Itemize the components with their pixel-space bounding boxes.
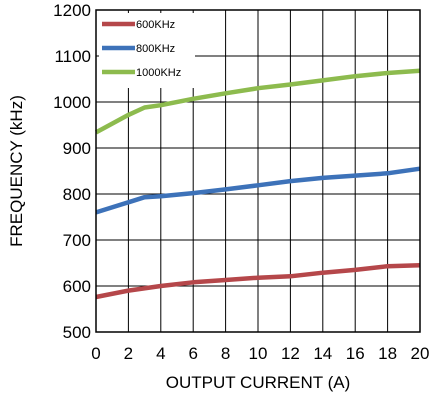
y-tick-label: 500 <box>63 323 91 342</box>
x-tick-label: 14 <box>313 344 332 363</box>
x-tick-label: 10 <box>249 344 268 363</box>
y-tick-label: 700 <box>63 231 91 250</box>
y-tick-label: 900 <box>63 139 91 158</box>
x-tick-label: 20 <box>411 344 430 363</box>
x-tick-label: 4 <box>156 344 165 363</box>
legend-label: 800KHz <box>136 43 175 55</box>
x-tick-label: 18 <box>378 344 397 363</box>
x-tick-label: 8 <box>221 344 230 363</box>
x-tick-label: 16 <box>346 344 365 363</box>
y-tick-label: 1200 <box>53 1 91 20</box>
y-tick-label: 1000 <box>53 93 91 112</box>
x-tick-label: 2 <box>124 344 133 363</box>
y-axis-tick-labels: 500 600 700 800 900 1000 1100 1200 <box>53 1 91 342</box>
series-line-1000khz <box>94 68 421 135</box>
plot-border <box>95 9 421 333</box>
series-line-800khz <box>95 166 421 215</box>
x-tick-label: 0 <box>91 344 100 363</box>
y-axis-label: FREQUENCY (kHz) <box>7 95 26 247</box>
legend-label: 600KHz <box>136 19 175 31</box>
y-tick-label: 600 <box>63 277 91 296</box>
y-tick-label: 1100 <box>54 47 91 66</box>
series-lines <box>94 68 421 300</box>
x-axis-label: OUTPUT CURRENT (A) <box>166 373 351 392</box>
x-tick-label: 6 <box>188 344 197 363</box>
legend-label: 1000KHz <box>136 67 181 79</box>
legend: 600KHz 800KHz 1000KHz <box>99 13 195 88</box>
y-tick-label: 800 <box>63 185 91 204</box>
series-line-600khz <box>95 263 421 300</box>
x-tick-label: 12 <box>281 344 300 363</box>
x-axis-tick-labels: 0 2 4 6 8 10 12 14 16 18 20 <box>91 344 429 363</box>
